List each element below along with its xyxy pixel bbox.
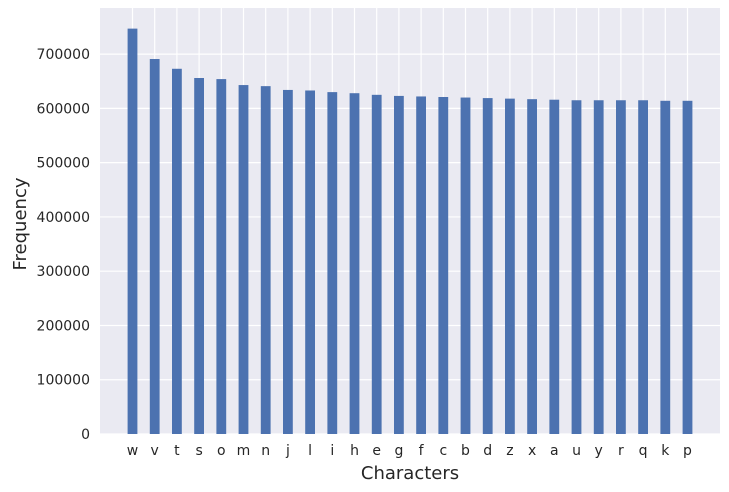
x-tick-label: f [419, 443, 425, 459]
x-tick-label: a [550, 443, 559, 459]
x-tick-label: p [683, 443, 692, 459]
x-tick-label: w [127, 443, 138, 459]
bar-p [682, 100, 693, 434]
x-tick-label: h [350, 443, 359, 459]
x-tick-label: j [285, 443, 290, 459]
bars [127, 28, 693, 435]
bar-j [283, 89, 293, 435]
bar-t [172, 68, 182, 435]
x-tick-label: x [528, 443, 536, 459]
bar-n [260, 86, 271, 434]
bar-e [371, 94, 382, 434]
bar-h [349, 93, 360, 434]
y-tick-label: 600000 [37, 101, 90, 117]
y-tick-label: 200000 [37, 318, 90, 334]
x-tick-label: l [308, 443, 312, 459]
bar-l [305, 90, 315, 434]
x-tick-label: z [506, 443, 513, 459]
bar-s [194, 78, 204, 434]
x-tick-label: s [195, 443, 202, 459]
bar-q [638, 100, 648, 435]
bar-i [327, 92, 338, 434]
y-tick-label: 100000 [37, 373, 90, 389]
bar-m [238, 85, 249, 434]
bar-g [394, 95, 404, 434]
y-tick-label: 300000 [37, 264, 90, 280]
y-tick-label: 400000 [37, 210, 90, 226]
x-tick-label: g [394, 443, 403, 459]
x-tick-label: q [639, 443, 648, 459]
x-tick-label: t [174, 443, 180, 459]
x-tick-label: d [483, 443, 492, 459]
bar-d [482, 98, 493, 434]
bar-c [438, 96, 449, 435]
bar-r [616, 100, 626, 435]
y-axis-title: Frequency [10, 177, 31, 270]
x-tick-label: b [461, 443, 470, 459]
x-tick-label: r [618, 443, 624, 459]
x-tick-label: n [261, 443, 270, 459]
x-tick-label: e [372, 443, 381, 459]
y-tick-labels: 0 100000 200000 300000 400000 500000 600000 700… [37, 47, 90, 443]
bar-a [549, 99, 560, 435]
x-tick-label: u [572, 443, 581, 459]
x-tick-label: o [217, 443, 226, 459]
x-tick-label: c [439, 443, 447, 459]
bar-u [571, 100, 582, 435]
x-tick-label: v [151, 443, 159, 459]
bar-b [460, 97, 471, 434]
x-tick-label: m [237, 443, 251, 459]
y-tick-label: 0 [81, 427, 90, 443]
bar-y [593, 100, 604, 435]
bar-x [527, 99, 537, 434]
x-axis-title: Characters [361, 463, 459, 484]
y-tick-label: 700000 [37, 47, 90, 63]
bar-o [216, 79, 227, 434]
plot-area [100, 8, 720, 434]
bar-w [127, 28, 138, 435]
bar-k [660, 100, 671, 434]
x-tick-label: k [661, 443, 670, 459]
x-tick-label: y [595, 443, 603, 459]
bar-z [505, 98, 515, 434]
bar-f [416, 96, 426, 434]
x-tick-label: i [330, 443, 334, 459]
y-tick-label: 500000 [37, 156, 90, 172]
bar-v [149, 59, 160, 434]
